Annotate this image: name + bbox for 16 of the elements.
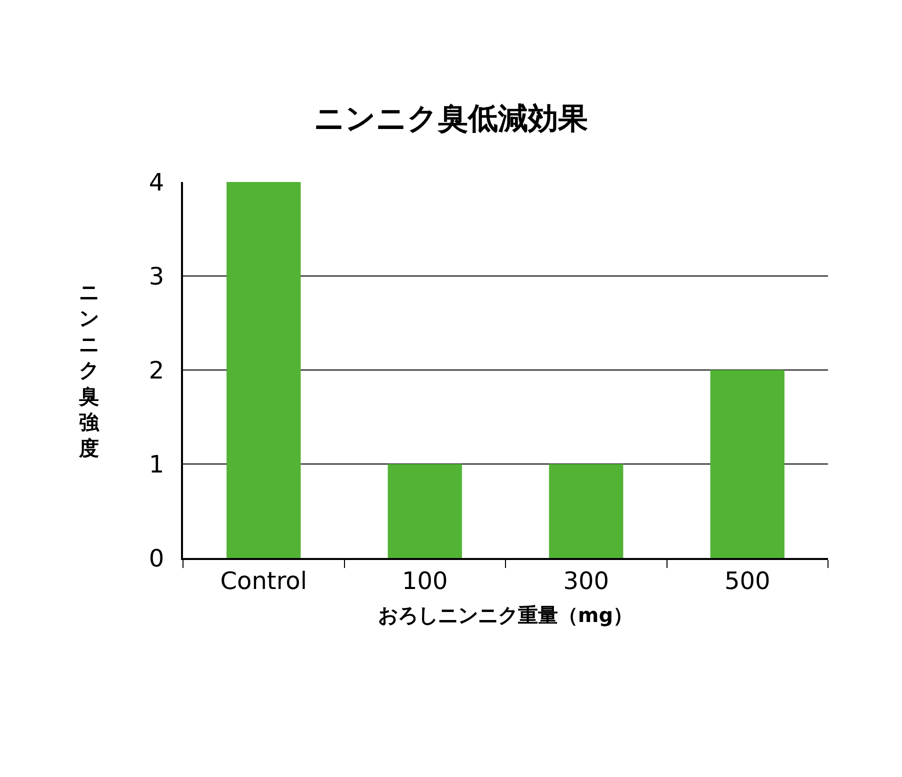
y-tick-label: 2 [148, 356, 164, 384]
x-tick-label: 100 [402, 566, 448, 595]
x-tick-label: 500 [724, 566, 770, 595]
bar [549, 464, 624, 558]
y-axis-title: ニンニク臭強度 [78, 280, 100, 460]
bar [226, 182, 301, 558]
x-tick-label: Control [220, 566, 308, 595]
y-tick-label: 4 [148, 168, 164, 196]
chart-title: ニンニク臭低減効果 [314, 102, 588, 136]
x-tick-label: 300 [563, 566, 610, 595]
y-tick-label: 1 [148, 450, 164, 478]
y-tick-label: 3 [148, 262, 164, 290]
y-tick-label: 0 [148, 544, 164, 572]
bar [388, 464, 462, 558]
bar [710, 370, 784, 558]
x-axis-title: おろしニンニク重量（mg） [378, 602, 634, 627]
